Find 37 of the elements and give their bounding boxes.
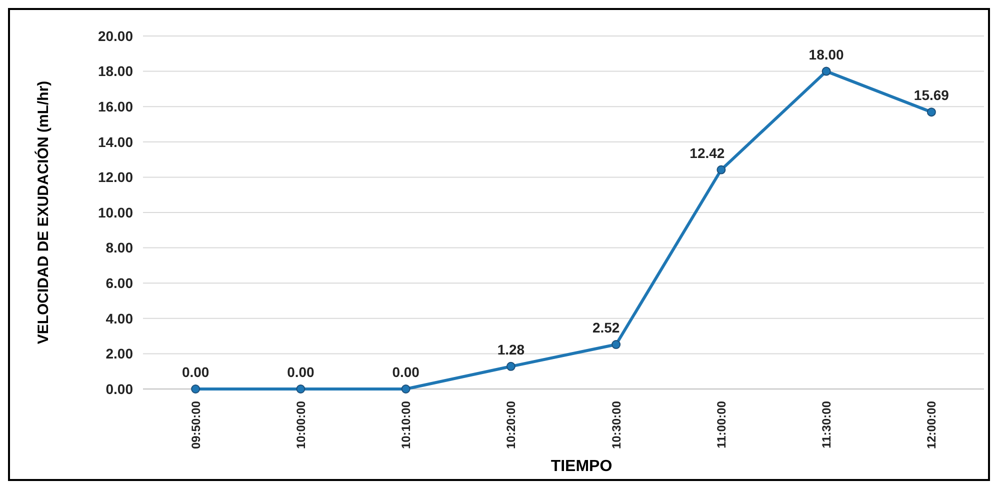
- data-label: 1.28: [497, 341, 525, 358]
- y-tick-label: 2.00: [106, 346, 134, 362]
- y-tick-label: 4.00: [106, 310, 134, 326]
- y-axis-title: VELOCIDAD DE EXUDACIÓN (mL/hr): [34, 80, 52, 344]
- y-tick-label: 6.00: [106, 275, 134, 291]
- y-tick-label: 16.00: [98, 98, 134, 114]
- x-axis-title: TIEMPO: [550, 458, 612, 475]
- point: [926, 108, 936, 117]
- y-tick-label: 18.00: [98, 63, 134, 80]
- point: [506, 362, 516, 371]
- x-tick-label: 10:00:00: [294, 400, 308, 450]
- x-tick-label: 11:00:00: [714, 400, 728, 448]
- x-tick-label: 10:30:00: [609, 400, 624, 450]
- data-label: 0.00: [182, 364, 210, 380]
- data-label: 0.00: [287, 364, 315, 380]
- data-label: 0.00: [392, 364, 420, 380]
- y-tick-label: 8.00: [106, 240, 134, 256]
- point: [612, 340, 621, 350]
- point: [191, 384, 200, 394]
- y-tick-label: 0.00: [106, 380, 134, 397]
- point: [822, 66, 831, 76]
- x-tick-label: 12:00:00: [924, 400, 939, 450]
- x-tick-label: 09:50:00: [188, 400, 203, 450]
- y-tick-label: 14.00: [98, 134, 134, 150]
- y-tick-label: 10.00: [98, 204, 134, 220]
- data-label: 2.52: [592, 320, 620, 336]
- data-label: 18.00: [808, 46, 844, 62]
- data-label: 12.42: [690, 144, 725, 161]
- x-tick-label: 10:20:00: [504, 400, 518, 450]
- point: [296, 384, 306, 394]
- x-tick-label: 10:10:00: [399, 400, 414, 450]
- data-label: 15.69: [914, 87, 950, 104]
- point: [716, 165, 726, 174]
- x-tick-label: 11:30:00: [820, 400, 834, 448]
- point: [401, 384, 410, 394]
- y-tick-label: 12.00: [98, 169, 134, 186]
- y-tick-label: 20.00: [98, 28, 134, 44]
